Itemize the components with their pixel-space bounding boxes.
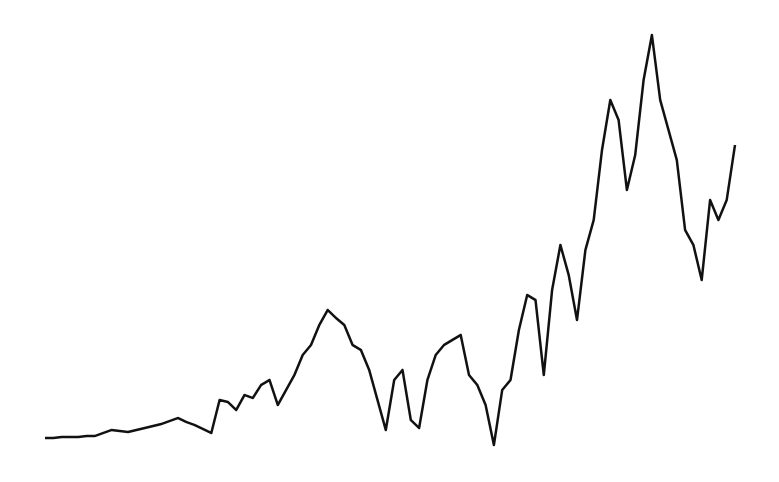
price-line: [45, 33, 737, 447]
